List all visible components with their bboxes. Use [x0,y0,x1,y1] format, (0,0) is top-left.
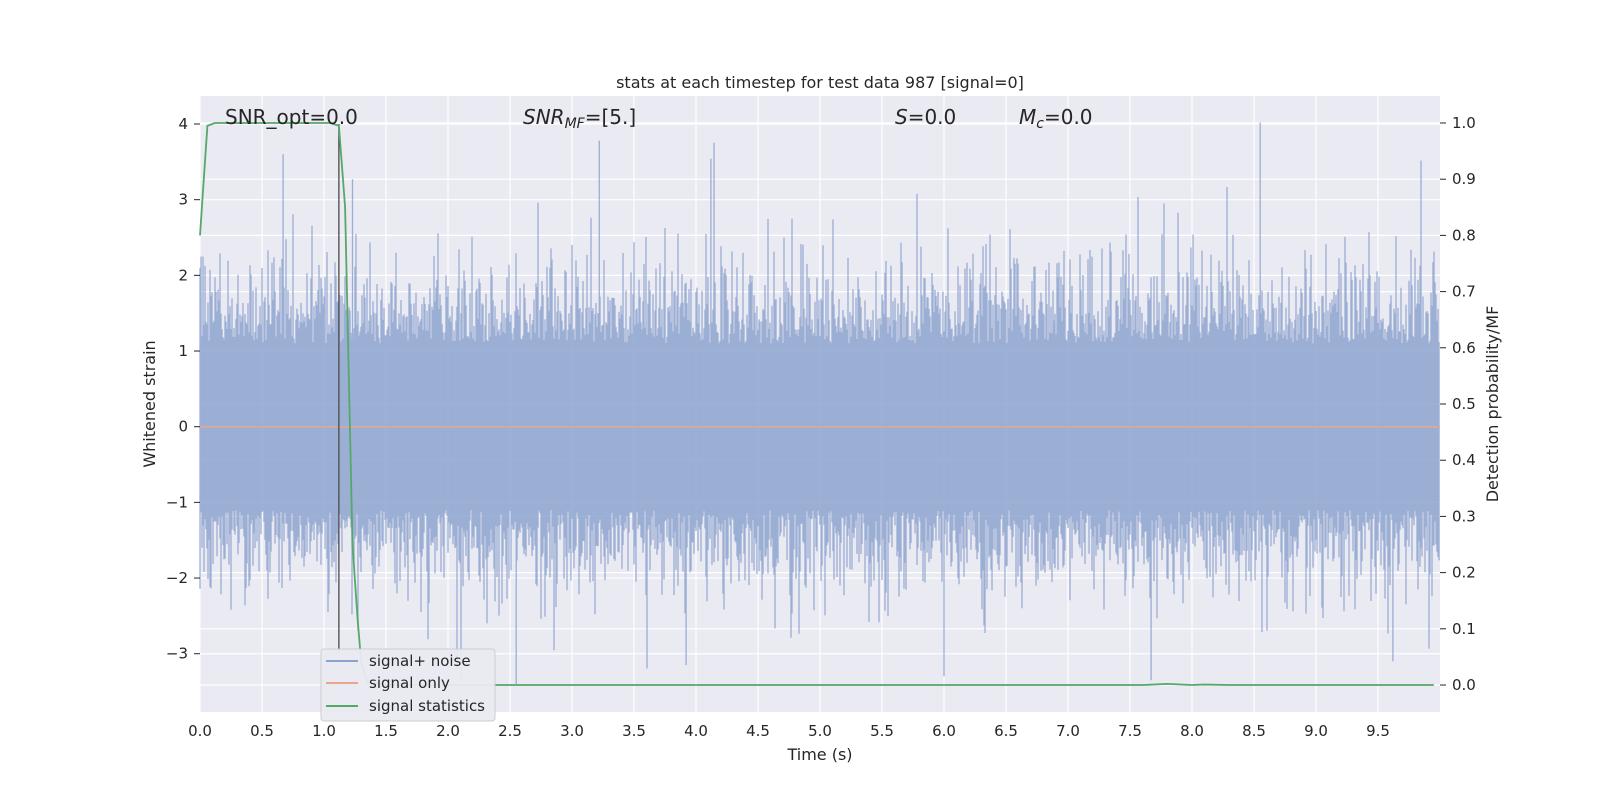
y-right-tick-label: 0.4 [1452,451,1476,469]
y-right-tick-label: 0.8 [1452,226,1476,244]
y-right-tick-label: 0.5 [1452,395,1476,413]
y-left-tick-label: 0 [178,418,188,436]
y-left-tick-label: 2 [178,266,188,284]
snr-mf-annotation: SNRMF=[5.] [523,105,636,132]
x-tick-label: 4.5 [746,722,770,740]
legend-label-signal-only: signal only [369,674,450,692]
x-tick-label: 1.5 [374,722,398,740]
legend-box [320,648,496,722]
y-right-tick-label: 0.6 [1452,339,1476,357]
y-left-tick-label: −3 [166,645,188,663]
y-right-tick-label: 0.7 [1452,283,1476,301]
x-tick-label: 5.5 [870,722,894,740]
x-axis-label: Time (s) [786,745,852,764]
y-left-axis-label: Whitened strain [140,340,159,467]
mc-annotation: Mc=0.0 [1019,105,1093,132]
y-right-tick-label: 0.3 [1452,507,1476,525]
y-right-tick-label: 1.0 [1452,114,1476,132]
x-tick-label: 9.5 [1366,722,1390,740]
x-tick-label: 3.5 [622,722,646,740]
x-tick-label: 5.0 [808,722,832,740]
y-left-tick-label: 1 [178,342,188,360]
x-tick-label: 7.0 [1056,722,1080,740]
y-right-tick-label: 0.0 [1452,676,1476,694]
s-annotation: S=0.0 [895,105,956,129]
tick-layer: 0.0 0.5 1.0 1.5 2.0 2.5 3.0 3.5 4.0 4.5 5.0 5.5 6.0 6… [166,114,1476,740]
legend-label-statistics: signal statistics [369,697,485,715]
x-tick-label: 3.0 [560,722,584,740]
y-left-tick-label: −2 [166,569,188,587]
x-tick-label: 7.5 [1118,722,1142,740]
x-tick-label: 0.5 [250,722,274,740]
chart-title: stats at each timestep for test data 987… [616,73,1024,92]
x-tick-label: 4.0 [684,722,708,740]
x-tick-label: 6.5 [994,722,1018,740]
x-tick-label: 2.5 [498,722,522,740]
x-tick-label: 0.0 [188,722,212,740]
legend: signal+ noise signal only signal statist… [320,648,496,722]
y-left-tick-label: 4 [178,115,188,133]
signal-plus-noise-line [199,122,1440,684]
legend-label-noise: signal+ noise [369,652,471,670]
x-tick-label: 8.0 [1180,722,1204,740]
y-right-axis-label: Detection probability/MF [1483,306,1502,503]
x-tick-label: 6.0 [932,722,956,740]
x-tick-label: 2.0 [436,722,460,740]
y-right-tick-label: 0.9 [1452,170,1476,188]
x-tick-label: 1.0 [312,722,336,740]
x-tick-label: 8.5 [1242,722,1266,740]
x-tick-label: 9.0 [1304,722,1328,740]
y-right-tick-label: 0.1 [1452,620,1476,638]
y-left-tick-label: −1 [166,493,188,511]
signal-plus-noise-series [199,122,1440,684]
y-right-tick-label: 0.2 [1452,564,1476,582]
y-left-tick-label: 3 [178,191,188,209]
snr-opt-annotation: SNR_opt=0.0 [225,105,358,129]
